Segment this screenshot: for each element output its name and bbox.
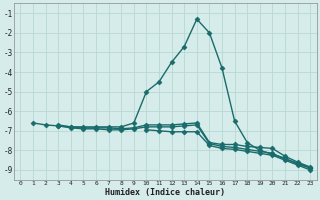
X-axis label: Humidex (Indice chaleur): Humidex (Indice chaleur) [105, 188, 225, 197]
